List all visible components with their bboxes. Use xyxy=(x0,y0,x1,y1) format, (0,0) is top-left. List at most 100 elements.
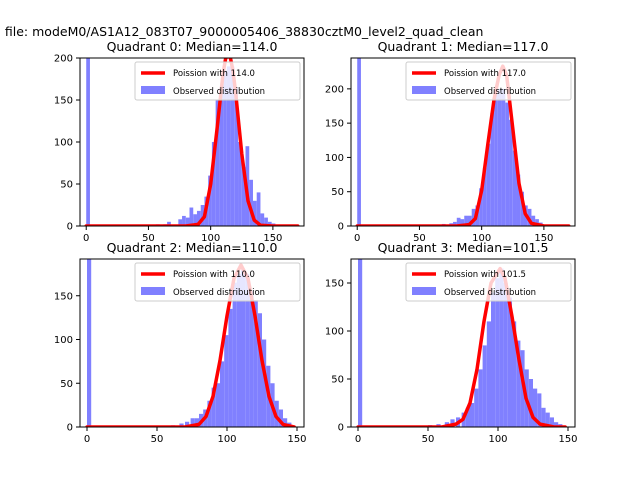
x-tick-label: 100 xyxy=(488,434,507,445)
x-tick-label: 150 xyxy=(534,233,553,244)
histogram-bar xyxy=(537,393,542,427)
histogram-bar xyxy=(264,217,268,226)
y-tick-label: 200 xyxy=(54,54,73,65)
histogram-bar xyxy=(245,273,250,427)
y-tick-label: 50 xyxy=(331,375,344,386)
histogram-bar xyxy=(208,175,212,226)
histogram-bar xyxy=(211,387,216,427)
histogram-bar xyxy=(357,58,361,226)
histogram-bar xyxy=(211,142,216,226)
x-tick-label: 0 xyxy=(355,434,361,445)
histogram-bar xyxy=(478,369,483,427)
x-tick-label: 150 xyxy=(558,434,577,445)
poisson-curve xyxy=(84,58,300,226)
histogram-bar xyxy=(456,217,461,226)
histogram-bar xyxy=(499,268,504,427)
histogram-bar xyxy=(178,219,183,226)
histogram-bar xyxy=(223,70,227,226)
histogram-bar xyxy=(253,300,258,427)
legend-bar-swatch xyxy=(412,86,436,94)
legend-label-observed: Observed distribution xyxy=(444,288,536,298)
histogram-bar xyxy=(460,219,465,226)
histogram-bar xyxy=(545,412,550,427)
histogram-bar xyxy=(262,339,267,427)
legend-box xyxy=(405,262,572,302)
legend-label-poisson: Poission with 101.5 xyxy=(444,270,526,280)
y-tick-label: 0 xyxy=(67,423,73,434)
histogram-bar xyxy=(453,221,457,226)
histogram-bar xyxy=(182,215,186,226)
histogram-bar xyxy=(207,400,212,427)
legend-label-observed: Observed distribution xyxy=(444,87,536,97)
histogram-bar xyxy=(226,66,231,226)
histogram-bar xyxy=(554,422,559,427)
subplot-0: 0 50 100 150 0 50 100 150 200 Quadrant 0: Median=… xyxy=(54,39,305,244)
histogram-bar xyxy=(531,215,536,226)
histogram-bar xyxy=(190,418,195,427)
subplot-title: Quadrant 3: Median=101.5 xyxy=(378,240,549,255)
subplot-title: Quadrant 0: Median=114.0 xyxy=(107,39,278,54)
histogram-bar xyxy=(505,102,510,226)
legend-bar-swatch xyxy=(412,287,436,295)
histogram-bar xyxy=(194,418,199,427)
x-tick-label: 50 xyxy=(422,434,435,445)
histogram-bar xyxy=(185,421,190,427)
x-tick-label: 100 xyxy=(472,233,491,244)
histogram-bar xyxy=(234,87,239,226)
x-tick-label: 50 xyxy=(142,233,155,244)
histogram-bar xyxy=(533,388,538,427)
legend-label-poisson: Poission with 110.0 xyxy=(173,270,255,280)
histogram-bar xyxy=(189,207,194,226)
legend: Poission with 101.5 Observed distribution xyxy=(405,262,572,302)
histogram-bar xyxy=(193,214,197,226)
subplot-3: 0 50 100 150 0 50 100 150 Quadrant 3: Median=101… xyxy=(325,240,578,445)
histogram-bar xyxy=(541,407,546,427)
plot-area-3 xyxy=(356,259,567,427)
histogram-bar xyxy=(512,321,517,427)
y-tick-label: 50 xyxy=(60,180,73,191)
y-tick-label: 100 xyxy=(325,327,344,338)
histogram-bar xyxy=(260,213,265,226)
histogram-bar xyxy=(219,87,224,226)
histogram-bar xyxy=(507,297,512,427)
x-tick-label: 100 xyxy=(201,233,220,244)
figure-suptitle: n file: modeM0/AS1A12_083T07_9000005406_… xyxy=(0,24,483,39)
y-tick-label: 0 xyxy=(67,222,73,233)
histogram-bar xyxy=(358,259,363,427)
subplot-2: 0 50 100 150 0 50 100 150 Quadrant 2: Median=110… xyxy=(54,240,307,445)
histogram-bar xyxy=(549,417,554,427)
legend: Poission with 117.0 Observed distribution xyxy=(405,61,572,101)
x-tick-label: 0 xyxy=(84,434,90,445)
legend-label-poisson: Poission with 117.0 xyxy=(444,69,526,79)
legend-bar-swatch xyxy=(141,287,165,295)
histogram-bar xyxy=(167,221,171,226)
histogram-bar xyxy=(520,191,524,226)
y-tick-label: 100 xyxy=(325,153,344,164)
legend-box xyxy=(134,61,301,101)
histogram-bar xyxy=(471,208,476,226)
histogram-bar xyxy=(228,308,233,427)
x-tick-label: 150 xyxy=(287,434,306,445)
histogram-bar xyxy=(256,192,261,226)
legend-label-poisson: Poission with 114.0 xyxy=(173,69,255,79)
legend-label-observed: Observed distribution xyxy=(173,87,265,97)
y-tick-label: 150 xyxy=(54,96,73,107)
histogram-bar xyxy=(200,205,205,226)
legend-box xyxy=(405,61,572,101)
histogram-bar xyxy=(474,388,479,427)
histogram-bar xyxy=(86,58,90,226)
axes-frame xyxy=(79,258,305,428)
histogram-bar xyxy=(486,143,491,226)
histogram-bar xyxy=(215,100,220,226)
histogram-bar xyxy=(465,407,470,427)
histogram-bar xyxy=(482,345,487,427)
histogram-bar xyxy=(509,119,513,226)
histogram-bar xyxy=(87,259,92,427)
histogram-bar xyxy=(249,179,253,226)
plot-area-0 xyxy=(84,58,300,226)
y-tick-label: 50 xyxy=(60,379,73,390)
histogram-bar xyxy=(512,150,517,226)
y-tick-label: 150 xyxy=(325,119,344,130)
subplot-title: Quadrant 2: Median=110.0 xyxy=(107,240,278,255)
